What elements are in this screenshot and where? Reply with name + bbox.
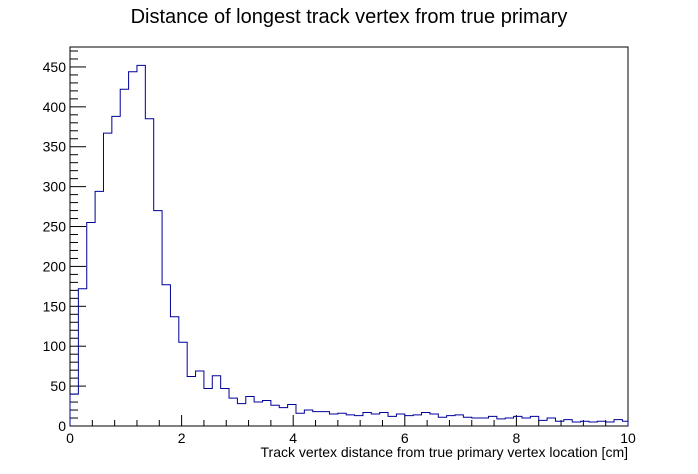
y-tick-label: 150 xyxy=(43,298,67,314)
y-tick-label: 450 xyxy=(43,59,67,75)
x-tick-label: 6 xyxy=(401,430,409,446)
y-axis: 0 50 100 150 200 250 300 350 400 450 xyxy=(43,50,86,434)
x-axis: 0 2 4 6 8 10 xyxy=(66,415,636,446)
y-tick-label: 0 xyxy=(58,418,66,434)
y-tick-label: 250 xyxy=(43,219,67,235)
histogram-line xyxy=(69,64,629,426)
y-tick-label: 100 xyxy=(43,338,67,354)
y-tick-label: 50 xyxy=(50,378,66,394)
chart-title: Distance of longest track vertex from tr… xyxy=(131,6,568,28)
x-tick-label: 2 xyxy=(178,430,186,446)
x-tick-label: 4 xyxy=(289,430,297,446)
x-tick-label: 0 xyxy=(66,430,74,446)
x-tick-label: 8 xyxy=(513,430,521,446)
y-tick-label: 400 xyxy=(43,99,67,115)
x-axis-title: Track vertex distance from true primary … xyxy=(261,444,628,460)
y-tick-label: 300 xyxy=(43,179,67,195)
y-tick-label: 350 xyxy=(43,139,67,155)
y-tick-label: 200 xyxy=(43,258,67,274)
plot-frame xyxy=(69,46,629,427)
x-tick-label: 10 xyxy=(620,430,636,446)
